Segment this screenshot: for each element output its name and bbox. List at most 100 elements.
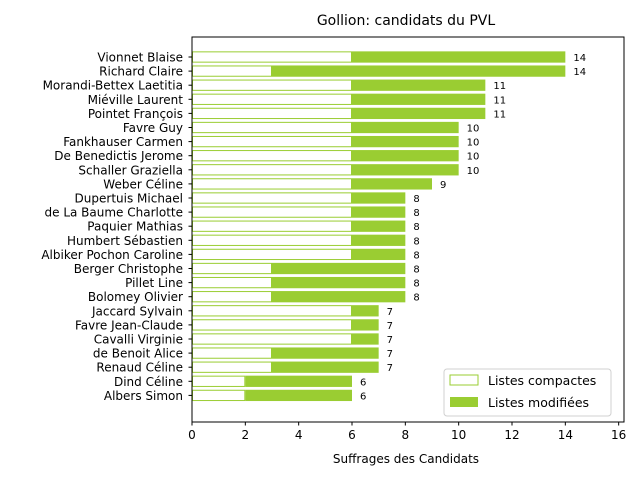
y-tick-label: Favre Jean-Claude (75, 318, 183, 332)
bar-total-label: 8 (413, 250, 419, 261)
bar-modifiees (272, 262, 406, 275)
legend-swatch-modifiees (450, 397, 478, 407)
bar-total-label: 14 (573, 67, 586, 78)
bar-compactes (192, 389, 246, 402)
bar-compactes (192, 319, 352, 331)
y-tick-label: Jaccard Sylvain (91, 304, 183, 318)
bar-compactes (192, 361, 272, 373)
bar-modifiees (352, 107, 486, 120)
x-tick-label: 8 (402, 428, 410, 442)
bar-total-label: 9 (440, 180, 446, 191)
x-tick-label: 12 (504, 428, 519, 442)
bar-compactes (192, 375, 246, 387)
y-tick-label: Renaud Céline (96, 361, 183, 375)
bar-modifiees (245, 375, 352, 387)
legend-label-modifiees: Listes modifiées (488, 395, 589, 410)
bar-modifiees (352, 178, 432, 190)
bar-total-label: 7 (387, 321, 393, 332)
bar-total-label: 7 (387, 335, 393, 346)
bar-total-label: 8 (413, 236, 419, 247)
bar-modifiees (352, 51, 566, 63)
y-tick-label: Vionnet Blaise (97, 51, 183, 65)
y-tick-label: Schaller Graziella (78, 163, 183, 177)
bar-compactes (192, 262, 272, 275)
x-tick-label: 0 (188, 428, 196, 442)
bar-total-label: 8 (413, 194, 419, 205)
bar-modifiees (352, 164, 459, 176)
bar-modifiees (272, 65, 566, 77)
y-tick-label: Albiker Pochon Caroline (41, 248, 183, 262)
bar-modifiees (352, 333, 379, 345)
bar-compactes (192, 291, 272, 303)
bar-total-label: 8 (413, 279, 419, 290)
y-tick-label: Pillet Line (125, 276, 183, 290)
x-tick-label: 10 (451, 428, 466, 442)
bar-modifiees (352, 192, 406, 204)
bar-compactes (192, 276, 272, 289)
bar-total-label: 10 (467, 124, 480, 135)
bar-modifiees (352, 135, 459, 148)
bar-total-label: 8 (413, 208, 419, 219)
bar-modifiees (352, 248, 406, 261)
legend-swatch-compactes (449, 374, 479, 386)
y-tick-label: Richard Claire (99, 65, 183, 79)
y-tick-label: Albers Simon (104, 389, 183, 403)
y-tick-label: Dupertuis Michael (75, 192, 183, 206)
bar-total-label: 11 (493, 109, 506, 120)
bar-compactes (192, 248, 352, 261)
bar-total-label: 7 (387, 349, 393, 360)
bar-compactes (192, 234, 352, 246)
y-tick-label: de Benoit Alice (93, 347, 183, 361)
y-tick-label: De Benedictis Jerome (54, 149, 183, 163)
y-tick-label: Weber Céline (103, 177, 183, 191)
bar-compactes (192, 107, 352, 120)
y-tick-label: Morandi-Bettex Laetitia (43, 79, 183, 93)
bar-modifiees (272, 347, 379, 359)
bar-total-label: 6 (360, 391, 366, 402)
y-tick-label: Fankhauser Carmen (63, 135, 183, 149)
bar-modifiees (245, 389, 352, 402)
chart-title: Gollion: candidats du PVL (317, 13, 496, 29)
y-tick-label: Bolomey Olivier (88, 290, 183, 304)
y-tick-label: Dind Céline (114, 375, 183, 389)
bar-compactes (192, 93, 352, 105)
y-tick-label: Pointet François (88, 107, 183, 121)
x-tick-label: 6 (348, 428, 356, 442)
y-tick-label: Paquier Mathias (87, 220, 183, 234)
bar-modifiees (352, 319, 379, 331)
bar-compactes (192, 79, 352, 91)
bar-total-label: 8 (413, 293, 419, 304)
bar-modifiees (352, 79, 486, 91)
bar-total-label: 11 (493, 95, 506, 106)
bar-total-label: 8 (413, 222, 419, 233)
bar-modifiees (272, 291, 406, 303)
bar-compactes (192, 347, 272, 359)
bar-compactes (192, 192, 352, 204)
legend: Listes compactes Listes modifiées (443, 368, 612, 417)
bar-compactes (192, 65, 272, 77)
x-axis-label: Suffrages des Candidats (333, 452, 479, 466)
y-tick-label: Cavalli Virginie (94, 333, 183, 347)
bar-total-label: 11 (493, 81, 506, 92)
x-tick-label: 2 (242, 428, 250, 442)
bar-compactes (192, 220, 352, 232)
bar-total-label: 10 (467, 166, 480, 177)
y-tick-label: Favre Guy (123, 121, 183, 135)
bar-modifiees (352, 121, 459, 134)
bar-total-label: 7 (387, 307, 393, 318)
bar-total-label: 14 (573, 53, 586, 64)
bar-compactes (192, 150, 352, 162)
y-tick-label: Humbert Sébastien (67, 234, 183, 248)
bar-total-label: 10 (467, 138, 480, 149)
x-tick-label: 4 (295, 428, 303, 442)
bar-compactes (192, 121, 352, 134)
y-tick-label: de La Baume Charlotte (45, 206, 184, 220)
plot-area: 14 14 11 11 11 10 10 10 10 9 8 8 8 8 8 8 8 8 7 7 7 7 7 6 6 (192, 51, 586, 402)
bar-modifiees (352, 220, 406, 232)
legend-box (443, 368, 612, 417)
y-tick-label: Miéville Laurent (88, 93, 184, 107)
bar-compactes (192, 51, 352, 63)
bar-modifiees (352, 206, 406, 218)
